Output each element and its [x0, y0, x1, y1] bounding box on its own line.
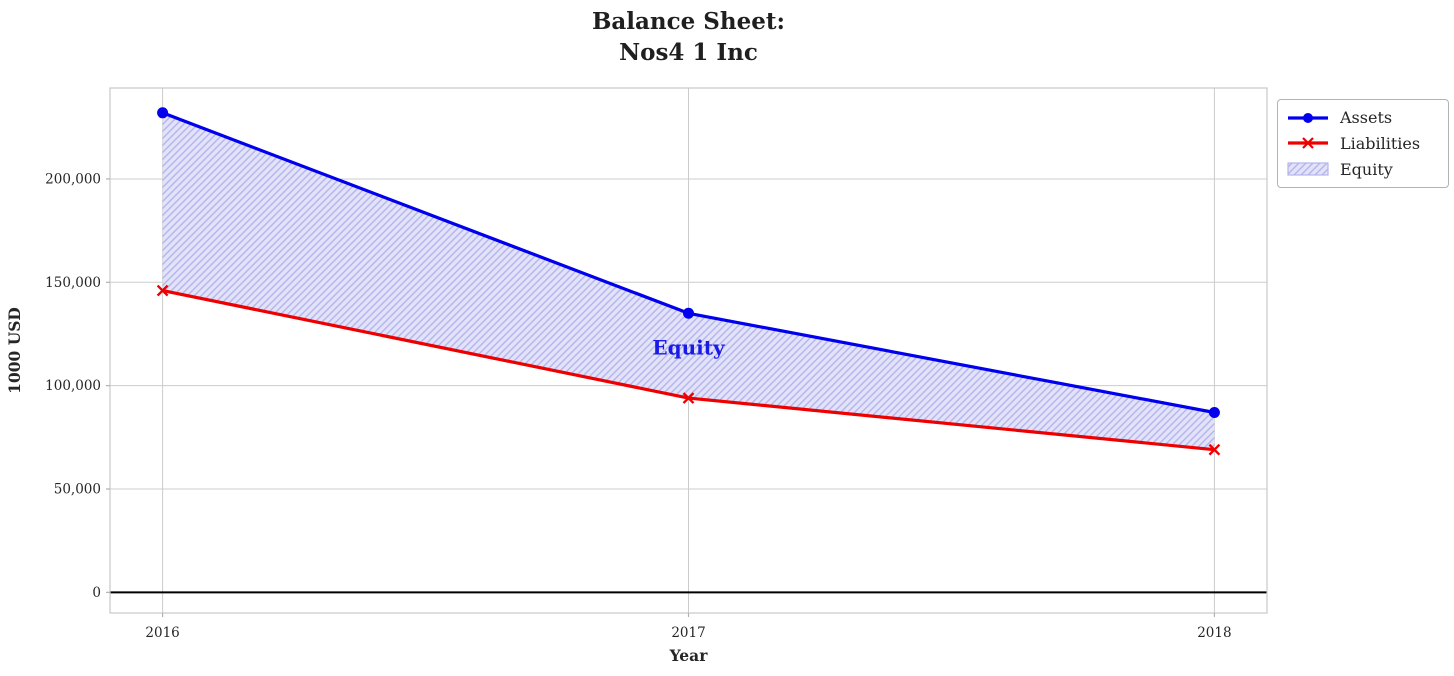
legend-item-liabilities: Liabilities [1286, 134, 1440, 153]
legend-label-liabilities: Liabilities [1340, 133, 1421, 153]
chart-title-line2: Nos4 1 Inc [619, 39, 758, 66]
assets-marker [157, 107, 169, 119]
axis-tick-labels: 0 50,000 100,000 150,000 200,000 2016 2017 2018 [45, 171, 1231, 641]
equity-fill-area [162, 112, 1215, 450]
legend-label-assets: Assets [1340, 108, 1393, 128]
y-tick-label: 50,000 [54, 481, 101, 497]
legend-label-equity: Equity [1340, 159, 1393, 179]
y-tick-label: 0 [92, 585, 101, 601]
x-tick-label: 2016 [145, 625, 179, 641]
y-axis-label: 1000 USD [5, 307, 24, 394]
y-tick-label: 150,000 [45, 275, 101, 291]
chart-title-line1: Balance Sheet: [591, 8, 786, 35]
liabilities-line-icon [1286, 136, 1330, 150]
equity-hatch-icon [1286, 162, 1330, 176]
equity-annotation: Equity [652, 336, 726, 360]
legend-item-assets: Assets [1286, 108, 1440, 127]
liabilities-marker [156, 284, 169, 297]
chart-legend: Assets Liabilities Equity [1277, 99, 1449, 188]
axis-ticks [106, 178, 1216, 617]
chart-title: Balance Sheet: Nos4 1 Inc [110, 6, 1267, 68]
y-tick-label: 200,000 [45, 171, 101, 187]
assets-line-icon [1286, 111, 1330, 125]
y-tick-label: 100,000 [45, 378, 101, 394]
assets-marker [1208, 407, 1220, 419]
legend-item-equity: Equity [1286, 160, 1440, 179]
series-markers [156, 107, 1221, 456]
x-tick-label: 2017 [671, 625, 705, 641]
liabilities-marker [682, 392, 695, 404]
assets-marker [683, 307, 694, 319]
x-axis-label: Year [669, 646, 709, 665]
liabilities-marker [1208, 443, 1221, 456]
x-tick-label: 2018 [1197, 625, 1231, 641]
